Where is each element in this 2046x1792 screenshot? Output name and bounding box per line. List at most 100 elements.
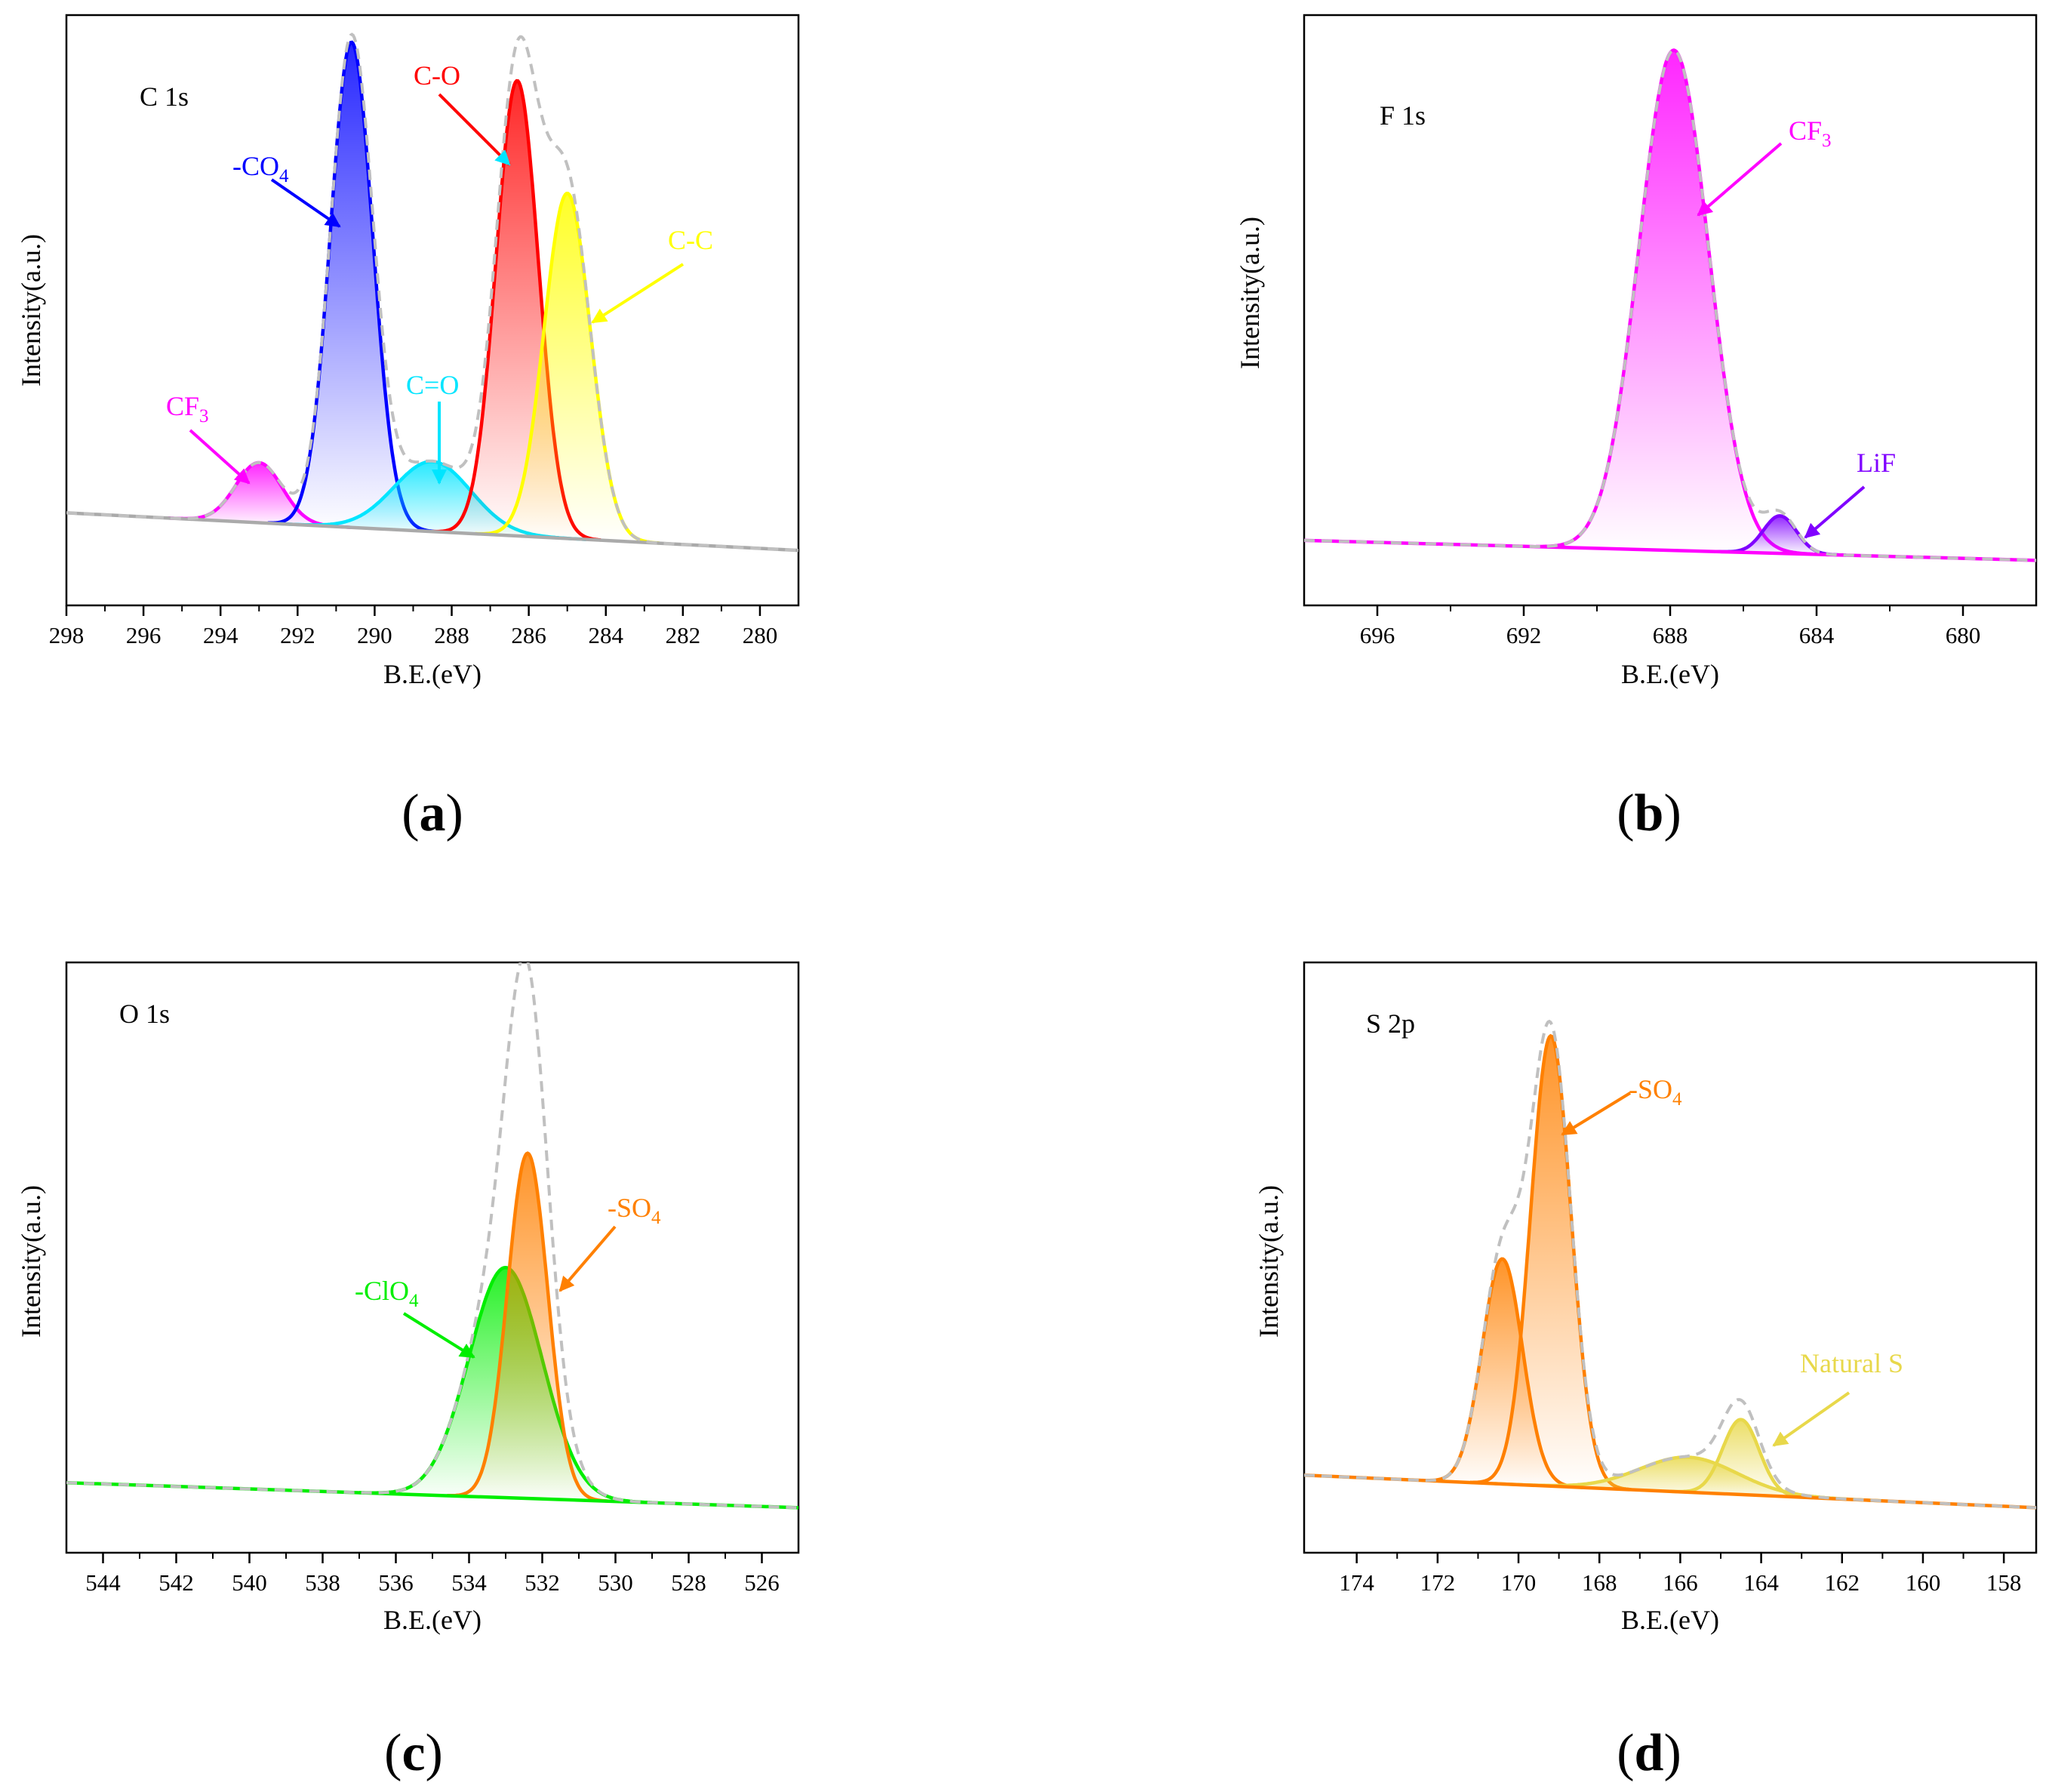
panel-b-f1s: 696 692 688 684 680 F 1s B.E.(eV) Intensity(… <box>1235 14 2038 842</box>
x-axis-label: B.E.(eV) <box>383 659 482 689</box>
x-tick-label: 540 <box>232 1569 267 1596</box>
label-lif: LiF <box>1857 448 1896 478</box>
y-axis-label: Intensity(a.u.) <box>16 1185 46 1338</box>
envelope-curve <box>1304 48 2036 562</box>
arrow-c-c <box>591 263 685 324</box>
chart-marks <box>1304 1019 2036 1510</box>
peak-fill-c-o <box>278 461 586 540</box>
x-tick-label: 172 <box>1420 1569 1456 1596</box>
label-clo4: -ClO4 <box>355 1276 419 1311</box>
panel-caption: (a) <box>402 784 463 842</box>
peak-fill-cf3 <box>168 463 351 528</box>
x-tick-label: 296 <box>126 622 162 648</box>
peak-fill-co4 <box>267 42 436 532</box>
x-tick-label: 526 <box>744 1569 780 1596</box>
peak-line-so4 <box>447 1151 608 1503</box>
x-axis-label: B.E.(eV) <box>383 1605 482 1635</box>
x-tick-label: 288 <box>434 622 469 648</box>
envelope-curve <box>66 962 798 1510</box>
x-axis-label: B.E.(eV) <box>1621 1605 1719 1635</box>
arrow-lif <box>1804 485 1866 539</box>
arrow-natural-s <box>1772 1391 1851 1447</box>
peak-fill-natural-s <box>1669 1419 1814 1498</box>
peak-line-so4 <box>1469 1033 1632 1492</box>
peak-fill-so4 <box>1469 1036 1632 1490</box>
annotations: CF3 LiF <box>1697 115 1896 539</box>
envelope-curve <box>1304 1019 2036 1510</box>
x-tick-label: 280 <box>743 622 778 648</box>
label-cf3: CF3 <box>1789 115 1832 151</box>
label-natural-s: Natural S <box>1800 1348 1903 1378</box>
panel-caption: (d) <box>1617 1724 1681 1782</box>
panel-title: S 2p <box>1366 1008 1415 1039</box>
arrow-so4 <box>558 1225 617 1292</box>
x-tick-label: 174 <box>1339 1569 1374 1596</box>
arrow-clo4 <box>402 1312 475 1359</box>
x-axis-label: B.E.(eV) <box>1621 659 1719 689</box>
chart-marks <box>1304 48 2036 562</box>
arrow-cf3 <box>1697 142 1783 217</box>
chart-marks <box>66 32 798 553</box>
arrow-co4 <box>270 178 341 228</box>
x-tick-label: 284 <box>588 622 623 648</box>
x-tick-label: 538 <box>305 1569 340 1596</box>
y-axis-label: Intensity(a.u.) <box>1254 1185 1284 1338</box>
peak-line-natural-s <box>1669 1418 1814 1500</box>
panel-title: C 1s <box>140 82 189 112</box>
annotations: -SO4 Natural S <box>1561 1074 1903 1447</box>
x-tick-label: 534 <box>451 1569 487 1596</box>
y-axis-label: Intensity(a.u.) <box>16 234 46 386</box>
x-tick-label: 160 <box>1906 1569 1941 1596</box>
y-axis-label: Intensity(a.u.) <box>1235 217 1265 369</box>
x-tick-label: 298 <box>49 622 85 648</box>
x-tick-label: 158 <box>1986 1569 2022 1596</box>
x-tick-label: 170 <box>1501 1569 1537 1596</box>
x-axis-ticks: 174 172 170 168 166 164 162 160 158 <box>1339 1553 2021 1596</box>
x-tick-label: 168 <box>1582 1569 1617 1596</box>
arrow-c-o <box>438 93 511 166</box>
x-tick-label: 166 <box>1663 1569 1698 1596</box>
chart-marks <box>66 962 798 1510</box>
arrow-so4 <box>1561 1092 1632 1136</box>
label-c-o: C-O <box>414 60 460 91</box>
panel-title: O 1s <box>119 999 170 1029</box>
panel-d-s2p: 174 172 170 168 166 164 162 160 158 S 2p B.E.(eV… <box>1254 961 2038 1782</box>
peak-fill-cf3 <box>1536 50 1814 555</box>
x-tick-label: 542 <box>158 1569 194 1596</box>
plot-frame <box>1303 961 2038 1554</box>
label-c-c: C-C <box>668 225 713 255</box>
x-tick-label: 688 <box>1653 622 1688 648</box>
x-tick-label: 680 <box>1946 622 1981 648</box>
peak-fill-natural-s-broad <box>1494 1457 1883 1501</box>
label-so4: -SO4 <box>1629 1074 1682 1110</box>
annotations: -ClO4 -SO4 <box>355 1193 661 1359</box>
x-tick-label: 532 <box>525 1569 560 1596</box>
panel-title: F 1s <box>1380 100 1426 131</box>
label-so4: -SO4 <box>608 1193 661 1228</box>
label-cf3: CF3 <box>166 391 209 426</box>
x-tick-label: 528 <box>671 1569 706 1596</box>
label-c-o: C=O <box>406 370 459 400</box>
x-axis-ticks: 544 542 540 538 536 534 532 530 528 526 <box>85 1553 780 1596</box>
panel-caption: (b) <box>1617 784 1681 842</box>
x-tick-label: 684 <box>1799 622 1835 648</box>
x-tick-label: 286 <box>511 622 546 648</box>
x-tick-label: 162 <box>1825 1569 1860 1596</box>
x-tick-label: 292 <box>280 622 315 648</box>
panel-c-o1s: 544 542 540 538 536 534 532 530 528 526 O 1s B.E.… <box>16 961 800 1782</box>
peak-fill-so4 <box>447 1153 608 1501</box>
envelope-curve <box>66 32 798 553</box>
x-tick-label: 294 <box>203 622 238 648</box>
panel-a-c1s: 298 296 294 292 290 288 286 284 282 280 C 1s B.E.… <box>16 14 800 842</box>
x-tick-label: 692 <box>1506 622 1542 648</box>
peak-line-c-c <box>475 192 660 545</box>
panel-caption: (c) <box>384 1724 443 1782</box>
x-tick-label: 544 <box>85 1569 121 1596</box>
peak-fill-c-c <box>475 193 660 543</box>
annotations: CF3 -CO4 C=O C-O C-C <box>166 60 713 485</box>
peak-fill-lif <box>1714 516 1846 556</box>
label-co4: -CO4 <box>232 151 289 186</box>
x-tick-label: 282 <box>666 622 701 648</box>
x-axis-ticks: 298 296 294 292 290 288 286 284 282 280 <box>49 605 777 648</box>
